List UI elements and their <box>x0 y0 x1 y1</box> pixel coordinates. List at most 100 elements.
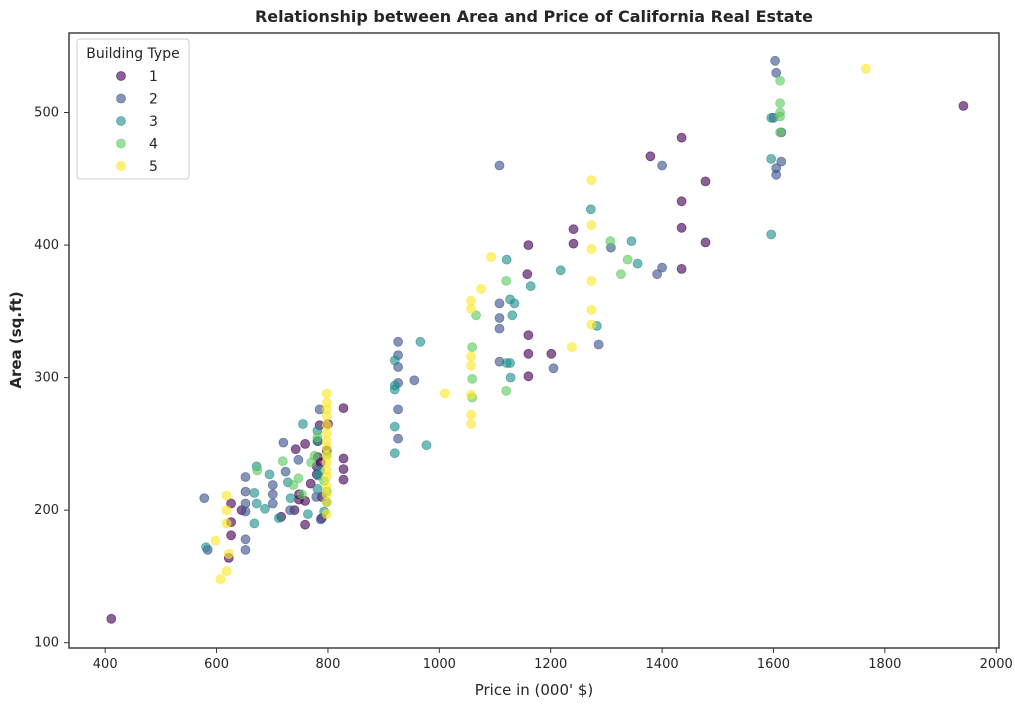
legend-label: 2 <box>149 92 158 108</box>
legend-label: 3 <box>149 114 158 130</box>
legend-item: 3 <box>116 114 158 130</box>
legend-item: 5 <box>116 159 158 175</box>
data-point <box>958 101 969 111</box>
chart-title: Relationship between Area and Price of C… <box>255 7 813 26</box>
legend-marker <box>116 138 126 149</box>
data-point <box>273 513 284 523</box>
x-tick-label: 1000 <box>423 657 456 672</box>
data-point <box>312 483 323 494</box>
data-point <box>523 240 534 251</box>
x-tick-label: 400 <box>93 657 118 672</box>
data-point <box>775 127 785 138</box>
data-point <box>249 487 260 498</box>
y-tick-label: 100 <box>34 636 59 651</box>
x-tick-label: 1800 <box>868 657 901 672</box>
data-point <box>546 348 557 359</box>
data-point <box>302 509 313 519</box>
data-point <box>585 204 596 215</box>
data-point <box>676 263 687 274</box>
data-point <box>766 229 777 240</box>
data-point <box>766 153 777 164</box>
data-point <box>199 493 210 504</box>
data-point <box>771 67 782 78</box>
data-point <box>466 351 477 362</box>
data-point <box>593 339 604 350</box>
legend-label: 5 <box>149 159 158 175</box>
data-point <box>288 480 299 490</box>
data-point <box>267 489 278 500</box>
legend-marker <box>116 161 126 171</box>
x-tick-label: 600 <box>204 657 229 672</box>
x-tick-label: 1400 <box>646 657 679 672</box>
data-point <box>321 388 332 399</box>
data-point <box>338 474 349 485</box>
data-point <box>277 456 288 467</box>
x-tick-label: 2000 <box>980 657 1013 672</box>
data-point <box>775 75 785 86</box>
y-tick-label: 300 <box>34 371 59 386</box>
data-point <box>290 444 301 455</box>
data-points <box>106 55 969 624</box>
data-point <box>776 156 787 167</box>
data-point <box>567 342 577 353</box>
data-point <box>221 518 232 529</box>
data-point <box>252 465 263 476</box>
series-3 <box>201 112 777 553</box>
data-point <box>494 160 505 171</box>
data-point <box>278 437 289 448</box>
data-point <box>775 111 785 122</box>
data-point <box>293 473 304 484</box>
data-point <box>106 613 117 624</box>
data-point <box>586 244 597 254</box>
legend: Building Type 1 2 3 4 5 <box>76 38 190 180</box>
legend-item: 2 <box>116 92 158 108</box>
legend-marker <box>116 116 126 126</box>
data-point <box>523 348 534 359</box>
legend-title: Building Type <box>86 46 179 62</box>
data-point <box>267 480 278 490</box>
data-point <box>466 360 477 371</box>
x-axis-label: Price in (000' $) <box>475 681 594 699</box>
data-point <box>766 112 777 123</box>
data-point <box>285 505 296 516</box>
data-point <box>466 419 477 429</box>
data-point <box>321 411 332 421</box>
data-point <box>221 505 232 516</box>
data-point <box>770 55 780 66</box>
data-point <box>240 486 251 497</box>
data-point <box>509 298 520 309</box>
data-point <box>494 323 505 334</box>
data-point <box>507 310 518 321</box>
legend-item: 4 <box>116 137 158 153</box>
data-point <box>296 489 307 500</box>
data-point <box>657 262 667 273</box>
data-point <box>523 330 534 341</box>
data-point <box>586 220 597 231</box>
data-point <box>338 403 349 414</box>
data-point <box>311 491 322 502</box>
data-point <box>389 355 400 366</box>
data-point <box>505 358 516 368</box>
data-point <box>321 509 332 519</box>
data-point <box>393 433 404 444</box>
data-point <box>223 549 234 559</box>
data-point <box>586 175 597 186</box>
y-tick-label: 400 <box>34 238 59 253</box>
legend-items: 1 2 3 4 5 <box>116 69 158 175</box>
data-point <box>421 440 432 451</box>
series-5 <box>210 63 871 584</box>
data-point <box>494 298 505 309</box>
data-point <box>240 534 251 545</box>
y-tick-label: 500 <box>34 106 59 121</box>
data-point <box>260 503 270 514</box>
data-point <box>568 238 579 249</box>
data-point <box>393 336 404 347</box>
data-point <box>201 542 211 553</box>
data-point <box>645 151 656 162</box>
data-point <box>525 281 536 292</box>
data-point <box>501 385 512 396</box>
data-point <box>861 63 871 74</box>
data-point <box>586 305 597 315</box>
data-point <box>305 478 316 489</box>
